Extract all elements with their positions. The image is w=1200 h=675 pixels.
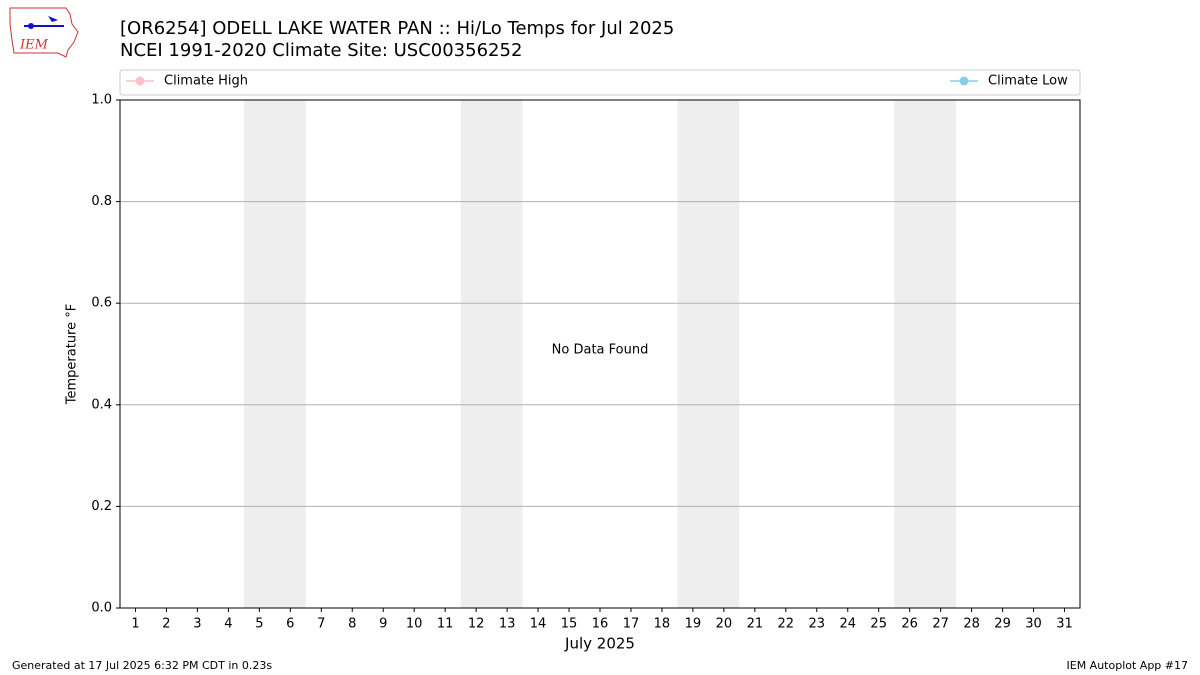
- annotation: No Data Found: [552, 343, 649, 358]
- x-tick-label: 7: [317, 617, 325, 632]
- x-tick-label: 29: [994, 617, 1011, 632]
- weekend-band: [460, 100, 523, 608]
- x-tick-label: 20: [716, 617, 733, 632]
- x-tick-label: 25: [870, 617, 887, 632]
- x-tick-label: 3: [193, 617, 201, 632]
- weekend-band: [677, 100, 740, 608]
- weekend-band: [243, 100, 306, 608]
- x-tick-label: 8: [348, 617, 356, 632]
- x-tick-label: 26: [901, 617, 918, 632]
- footer-left: Generated at 17 Jul 2025 6:32 PM CDT in …: [12, 659, 272, 672]
- y-tick-label: 1.0: [91, 93, 112, 108]
- legend-marker: [959, 76, 969, 86]
- legend-marker: [135, 76, 145, 86]
- x-tick-label: 5: [255, 617, 263, 632]
- x-tick-label: 6: [286, 617, 294, 632]
- x-tick-label: 30: [1025, 617, 1042, 632]
- x-tick-label: 18: [654, 617, 671, 632]
- x-axis-label: July 2025: [564, 635, 635, 653]
- x-tick-label: 28: [963, 617, 980, 632]
- x-tick-label: 19: [685, 617, 702, 632]
- legend-label: Climate High: [164, 74, 248, 89]
- weekend-band: [894, 100, 957, 608]
- x-tick-label: 31: [1056, 617, 1073, 632]
- x-tick-label: 4: [224, 617, 232, 632]
- y-tick-label: 0.6: [91, 296, 112, 311]
- chart-title: [OR6254] ODELL LAKE WATER PAN :: Hi/Lo T…: [120, 18, 674, 39]
- x-tick-label: 16: [592, 617, 609, 632]
- x-tick-label: 1: [131, 617, 139, 632]
- chart-subtitle: NCEI 1991-2020 Climate Site: USC00356252: [120, 40, 522, 61]
- x-tick-label: 17: [623, 617, 640, 632]
- legend-label: Climate Low: [988, 74, 1068, 89]
- x-tick-label: 2: [162, 617, 170, 632]
- x-tick-label: 22: [778, 617, 795, 632]
- x-tick-label: 13: [499, 617, 516, 632]
- x-tick-label: 11: [437, 617, 454, 632]
- x-tick-label: 10: [406, 617, 423, 632]
- logo-text: IEM: [19, 38, 49, 53]
- x-tick-label: 27: [932, 617, 949, 632]
- x-tick-label: 21: [747, 617, 764, 632]
- logo: IEM: [9, 7, 79, 58]
- x-tick-label: 12: [468, 617, 485, 632]
- y-tick-label: 0.8: [91, 194, 112, 209]
- y-tick-label: 0.2: [91, 499, 112, 514]
- y-axis-label: Temperature °F: [65, 304, 80, 405]
- plot-frame: [119, 99, 1081, 609]
- x-tick-label: 24: [839, 617, 856, 632]
- x-tick-label: 14: [530, 617, 547, 632]
- x-tick-label: 15: [561, 617, 578, 632]
- x-tick-label: 9: [379, 617, 387, 632]
- legend-box: [119, 69, 1081, 96]
- footer-right: IEM Autoplot App #17: [1067, 659, 1189, 672]
- x-tick-label: 23: [809, 617, 826, 632]
- y-tick-label: 0.0: [91, 601, 112, 616]
- y-tick-label: 0.4: [91, 397, 112, 412]
